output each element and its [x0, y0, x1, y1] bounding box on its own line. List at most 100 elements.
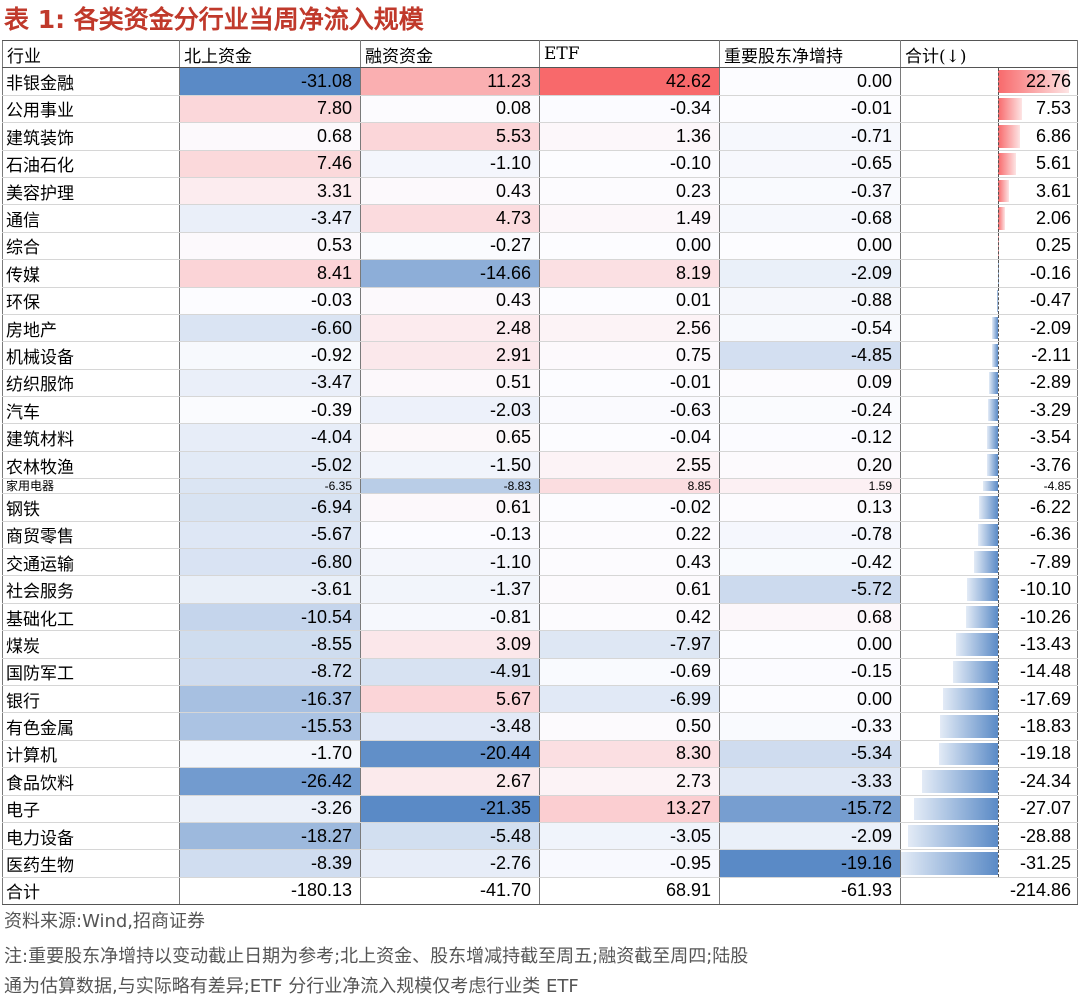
etf-value: 0.01	[539, 287, 720, 315]
total-value: -31.25	[900, 849, 1078, 878]
header-margin: 融资资金	[360, 39, 540, 69]
total-value-text: -18.83	[1019, 716, 1071, 737]
margin-value: -3.48	[360, 712, 540, 741]
total-bar	[922, 770, 999, 793]
bar-axis	[998, 740, 1000, 767]
total-value: 3.61	[900, 177, 1078, 206]
total-value-text: -3.29	[1029, 399, 1071, 420]
total-value-text: -0.16	[1029, 262, 1071, 283]
bar-axis	[998, 232, 1000, 259]
total-value: -2.11	[900, 341, 1078, 370]
industry-name: 石油石化	[2, 150, 180, 178]
total-value-text: -28.88	[1019, 825, 1071, 846]
shareholder-value: -0.71	[719, 122, 901, 151]
shareholder-value: 0.00	[719, 630, 901, 659]
northbound-value: 7.80	[179, 95, 361, 124]
total-value-text: -10.26	[1019, 606, 1071, 627]
total-value: -4.85	[900, 478, 1078, 495]
margin-value: -41.70	[360, 876, 540, 906]
shareholder-value: -0.15	[719, 658, 901, 686]
table-row: 综合 0.53 -0.27 0.00 0.00 0.25	[2, 232, 1078, 261]
margin-value: -1.10	[360, 150, 540, 178]
etf-value: 68.91	[539, 876, 720, 906]
shareholder-value: -0.42	[719, 548, 901, 577]
table-row: 机械设备 -0.92 2.91 0.75 -4.85 -2.11	[2, 341, 1078, 370]
etf-value: 0.50	[539, 712, 720, 741]
northbound-value: -5.67	[179, 521, 361, 550]
shareholder-value: -0.24	[719, 396, 901, 425]
total-value-text: -2.89	[1029, 372, 1071, 393]
total-bar	[998, 70, 1069, 93]
total-value-text: -27.07	[1019, 798, 1071, 819]
total-bar	[991, 316, 999, 340]
bar-axis	[998, 260, 1000, 287]
total-value: -2.89	[900, 369, 1078, 398]
northbound-value: -3.47	[179, 369, 361, 398]
northbound-value: -6.60	[179, 314, 361, 343]
industry-name: 家用电器	[2, 478, 180, 495]
total-bar	[986, 453, 999, 477]
northbound-value: 0.68	[179, 122, 361, 151]
industry-name: 食品饮料	[2, 767, 180, 796]
etf-value: -0.02	[539, 493, 720, 522]
footnote-line-2: 通为估算数据,与实际略有差异;ETF 分行业净流入规模仅考虑行业类 ETF	[4, 976, 579, 997]
etf-value: 0.00	[539, 232, 720, 261]
total-bar	[953, 660, 999, 683]
etf-value: -0.63	[539, 396, 720, 425]
total-bar	[998, 207, 1005, 230]
industry-name: 有色金属	[2, 712, 180, 741]
total-value: -7.89	[900, 548, 1078, 577]
industry-name: 基础化工	[2, 603, 180, 632]
industry-name: 银行	[2, 685, 180, 714]
margin-value: -5.48	[360, 822, 540, 851]
total-bar	[939, 715, 999, 738]
etf-value: 0.61	[539, 575, 720, 604]
northbound-value: -10.54	[179, 603, 361, 632]
etf-value: 2.56	[539, 314, 720, 343]
total-bar	[989, 371, 999, 395]
total-bar	[998, 152, 1016, 175]
bar-axis	[998, 658, 1000, 685]
northbound-value: -8.55	[179, 630, 361, 659]
industry-name: 钢铁	[2, 493, 180, 522]
total-bar	[966, 578, 999, 601]
northbound-value: -0.92	[179, 341, 361, 370]
shareholder-value: -2.09	[719, 822, 901, 851]
table-row: 环保 -0.03 0.43 0.01 -0.88 -0.47	[2, 287, 1078, 315]
total-value: -27.07	[900, 795, 1078, 823]
total-value: -18.83	[900, 712, 1078, 741]
northbound-value: -18.27	[179, 822, 361, 851]
table-row: 交通运输 -6.80 -1.10 0.43 -0.42 -7.89	[2, 548, 1078, 577]
total-value: 5.61	[900, 150, 1078, 178]
bar-axis	[998, 150, 1000, 177]
industry-flow-table: 行业 北上资金 融资资金 ETF 重要股东净增持 合计(↓) 非银金融 -31.0…	[2, 39, 1078, 906]
industry-name: 煤炭	[2, 630, 180, 659]
shareholder-value: -2.09	[719, 259, 901, 288]
shareholder-value: -61.93	[719, 876, 901, 906]
margin-value: -8.83	[360, 478, 540, 495]
table-row: 钢铁 -6.94 0.61 -0.02 0.13 -6.22	[2, 493, 1078, 522]
margin-value: 0.08	[360, 95, 540, 124]
northbound-value: -3.26	[179, 795, 361, 823]
etf-value: 1.36	[539, 122, 720, 151]
total-value: 7.53	[900, 95, 1078, 124]
table-row: 纺织服饰 -3.47 0.51 -0.01 0.09 -2.89	[2, 369, 1078, 398]
industry-name: 美容护理	[2, 177, 180, 206]
table-row: 建筑材料 -4.04 0.65 -0.04 -0.12 -3.54	[2, 423, 1078, 452]
etf-value: 0.75	[539, 341, 720, 370]
margin-value: 0.61	[360, 493, 540, 522]
industry-name: 通信	[2, 204, 180, 233]
shareholder-value: -0.01	[719, 95, 901, 124]
shareholder-value: 0.68	[719, 603, 901, 632]
shareholder-value: 0.00	[719, 67, 901, 96]
industry-name: 建筑材料	[2, 423, 180, 452]
industry-name: 电子	[2, 795, 180, 823]
industry-name: 农林牧渔	[2, 451, 180, 480]
etf-value: -7.97	[539, 630, 720, 659]
table-row: 家用电器 -6.35 -8.83 8.85 1.59 -4.85	[2, 478, 1078, 495]
northbound-value: 0.53	[179, 232, 361, 261]
bar-axis	[998, 713, 1000, 740]
total-value-text: -17.69	[1019, 688, 1071, 709]
total-value: -17.69	[900, 685, 1078, 714]
shareholder-value: -3.33	[719, 767, 901, 796]
